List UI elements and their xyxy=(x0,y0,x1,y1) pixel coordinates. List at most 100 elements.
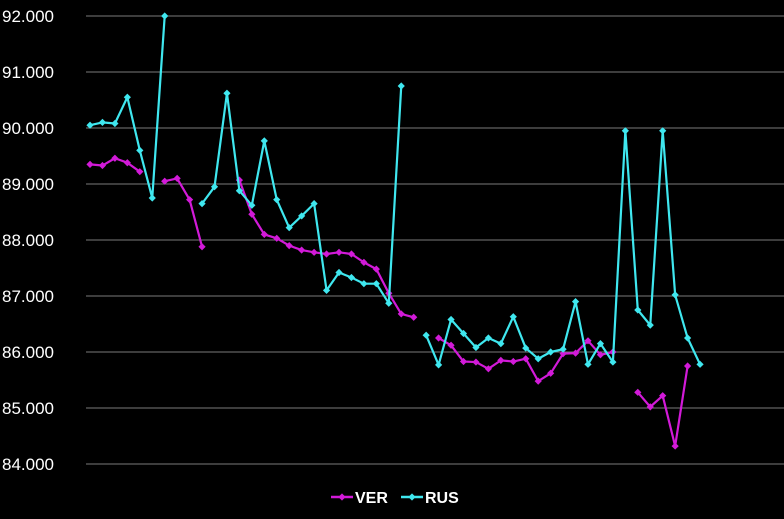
legend-marker xyxy=(408,493,416,501)
data-point xyxy=(235,187,243,195)
data-point xyxy=(347,250,356,258)
y-tick-label: 92.000 xyxy=(2,7,54,26)
data-point xyxy=(435,361,443,369)
y-axis-tick-labels: 84.000 85.000 86.000 87.000 88.000 89.000 90.0… xyxy=(2,7,54,474)
data-point xyxy=(123,93,131,101)
data-point xyxy=(372,280,380,288)
data-point xyxy=(285,242,293,250)
data-point xyxy=(634,306,642,314)
data-point xyxy=(198,243,206,251)
data-point xyxy=(260,230,268,238)
data-point xyxy=(248,210,256,218)
data-point xyxy=(584,337,592,345)
data-point xyxy=(173,174,181,182)
data-point xyxy=(223,89,231,97)
data-point xyxy=(260,137,268,145)
data-point xyxy=(136,168,144,176)
data-point xyxy=(497,356,505,364)
data-point xyxy=(86,160,94,168)
data-point xyxy=(596,351,605,359)
data-point xyxy=(534,355,542,363)
data-point xyxy=(273,196,281,204)
data-point xyxy=(684,362,692,370)
data-point xyxy=(435,334,443,342)
data-point xyxy=(547,348,555,356)
y-tick-label: 89.000 xyxy=(2,175,54,194)
data-point xyxy=(522,355,530,363)
data-point xyxy=(459,329,468,338)
data-point xyxy=(634,388,642,396)
data-point xyxy=(571,298,580,306)
data-point xyxy=(111,154,119,162)
data-point xyxy=(422,331,430,339)
y-tick-label: 84.000 xyxy=(2,455,54,474)
data-point xyxy=(410,313,418,321)
data-point xyxy=(559,350,567,358)
series-line xyxy=(238,179,414,319)
data-point xyxy=(547,369,555,377)
legend: VER RUS xyxy=(331,490,459,507)
data-point xyxy=(472,358,480,366)
legend-item-rus: RUS xyxy=(401,490,459,507)
data-point xyxy=(285,224,293,232)
data-point xyxy=(671,291,679,299)
data-point xyxy=(322,286,331,294)
data-point xyxy=(136,146,144,154)
data-point xyxy=(534,377,542,385)
data-point xyxy=(98,161,107,170)
gridlines xyxy=(86,15,784,465)
data-point xyxy=(646,403,654,411)
data-point xyxy=(584,360,592,368)
data-point xyxy=(161,12,169,20)
data-point xyxy=(509,313,517,321)
legend-item-ver: VER xyxy=(331,490,388,507)
data-point xyxy=(484,334,492,342)
data-point xyxy=(509,357,517,366)
data-point xyxy=(111,119,119,128)
data-point xyxy=(360,258,368,266)
data-point xyxy=(161,177,169,185)
data-point xyxy=(459,357,468,366)
data-point xyxy=(248,201,256,209)
data-point xyxy=(310,200,318,208)
data-point xyxy=(372,265,380,273)
data-point xyxy=(447,315,455,324)
data-point xyxy=(322,250,331,258)
legend-marker xyxy=(338,493,346,501)
data-point xyxy=(98,118,107,126)
y-tick-label: 86.000 xyxy=(2,343,54,362)
data-point xyxy=(659,392,667,400)
y-tick-label: 85.000 xyxy=(2,399,54,418)
data-point xyxy=(696,360,704,368)
data-point xyxy=(335,268,343,277)
data-point xyxy=(596,340,605,348)
data-point xyxy=(86,121,94,129)
data-point xyxy=(298,212,306,220)
data-point xyxy=(360,280,368,288)
series-layer xyxy=(86,12,704,450)
series-rus xyxy=(86,12,704,369)
y-tick-label: 87.000 xyxy=(2,287,54,306)
y-tick-label: 90.000 xyxy=(2,119,54,138)
data-point xyxy=(472,343,480,352)
series-line xyxy=(89,15,166,200)
data-point xyxy=(273,234,281,242)
data-point xyxy=(671,442,679,450)
data-point xyxy=(210,183,219,191)
data-point xyxy=(186,196,194,204)
data-point xyxy=(497,340,505,348)
data-point xyxy=(347,273,356,282)
y-tick-label: 88.000 xyxy=(2,231,54,250)
data-point xyxy=(335,248,343,256)
data-point xyxy=(621,127,629,135)
data-point xyxy=(397,82,405,90)
data-point xyxy=(298,246,306,254)
data-point xyxy=(198,200,206,208)
data-point xyxy=(609,358,617,366)
data-point xyxy=(310,248,318,256)
series-line xyxy=(636,365,689,448)
data-point xyxy=(571,349,580,357)
data-point xyxy=(385,299,393,307)
series-line xyxy=(201,85,403,305)
